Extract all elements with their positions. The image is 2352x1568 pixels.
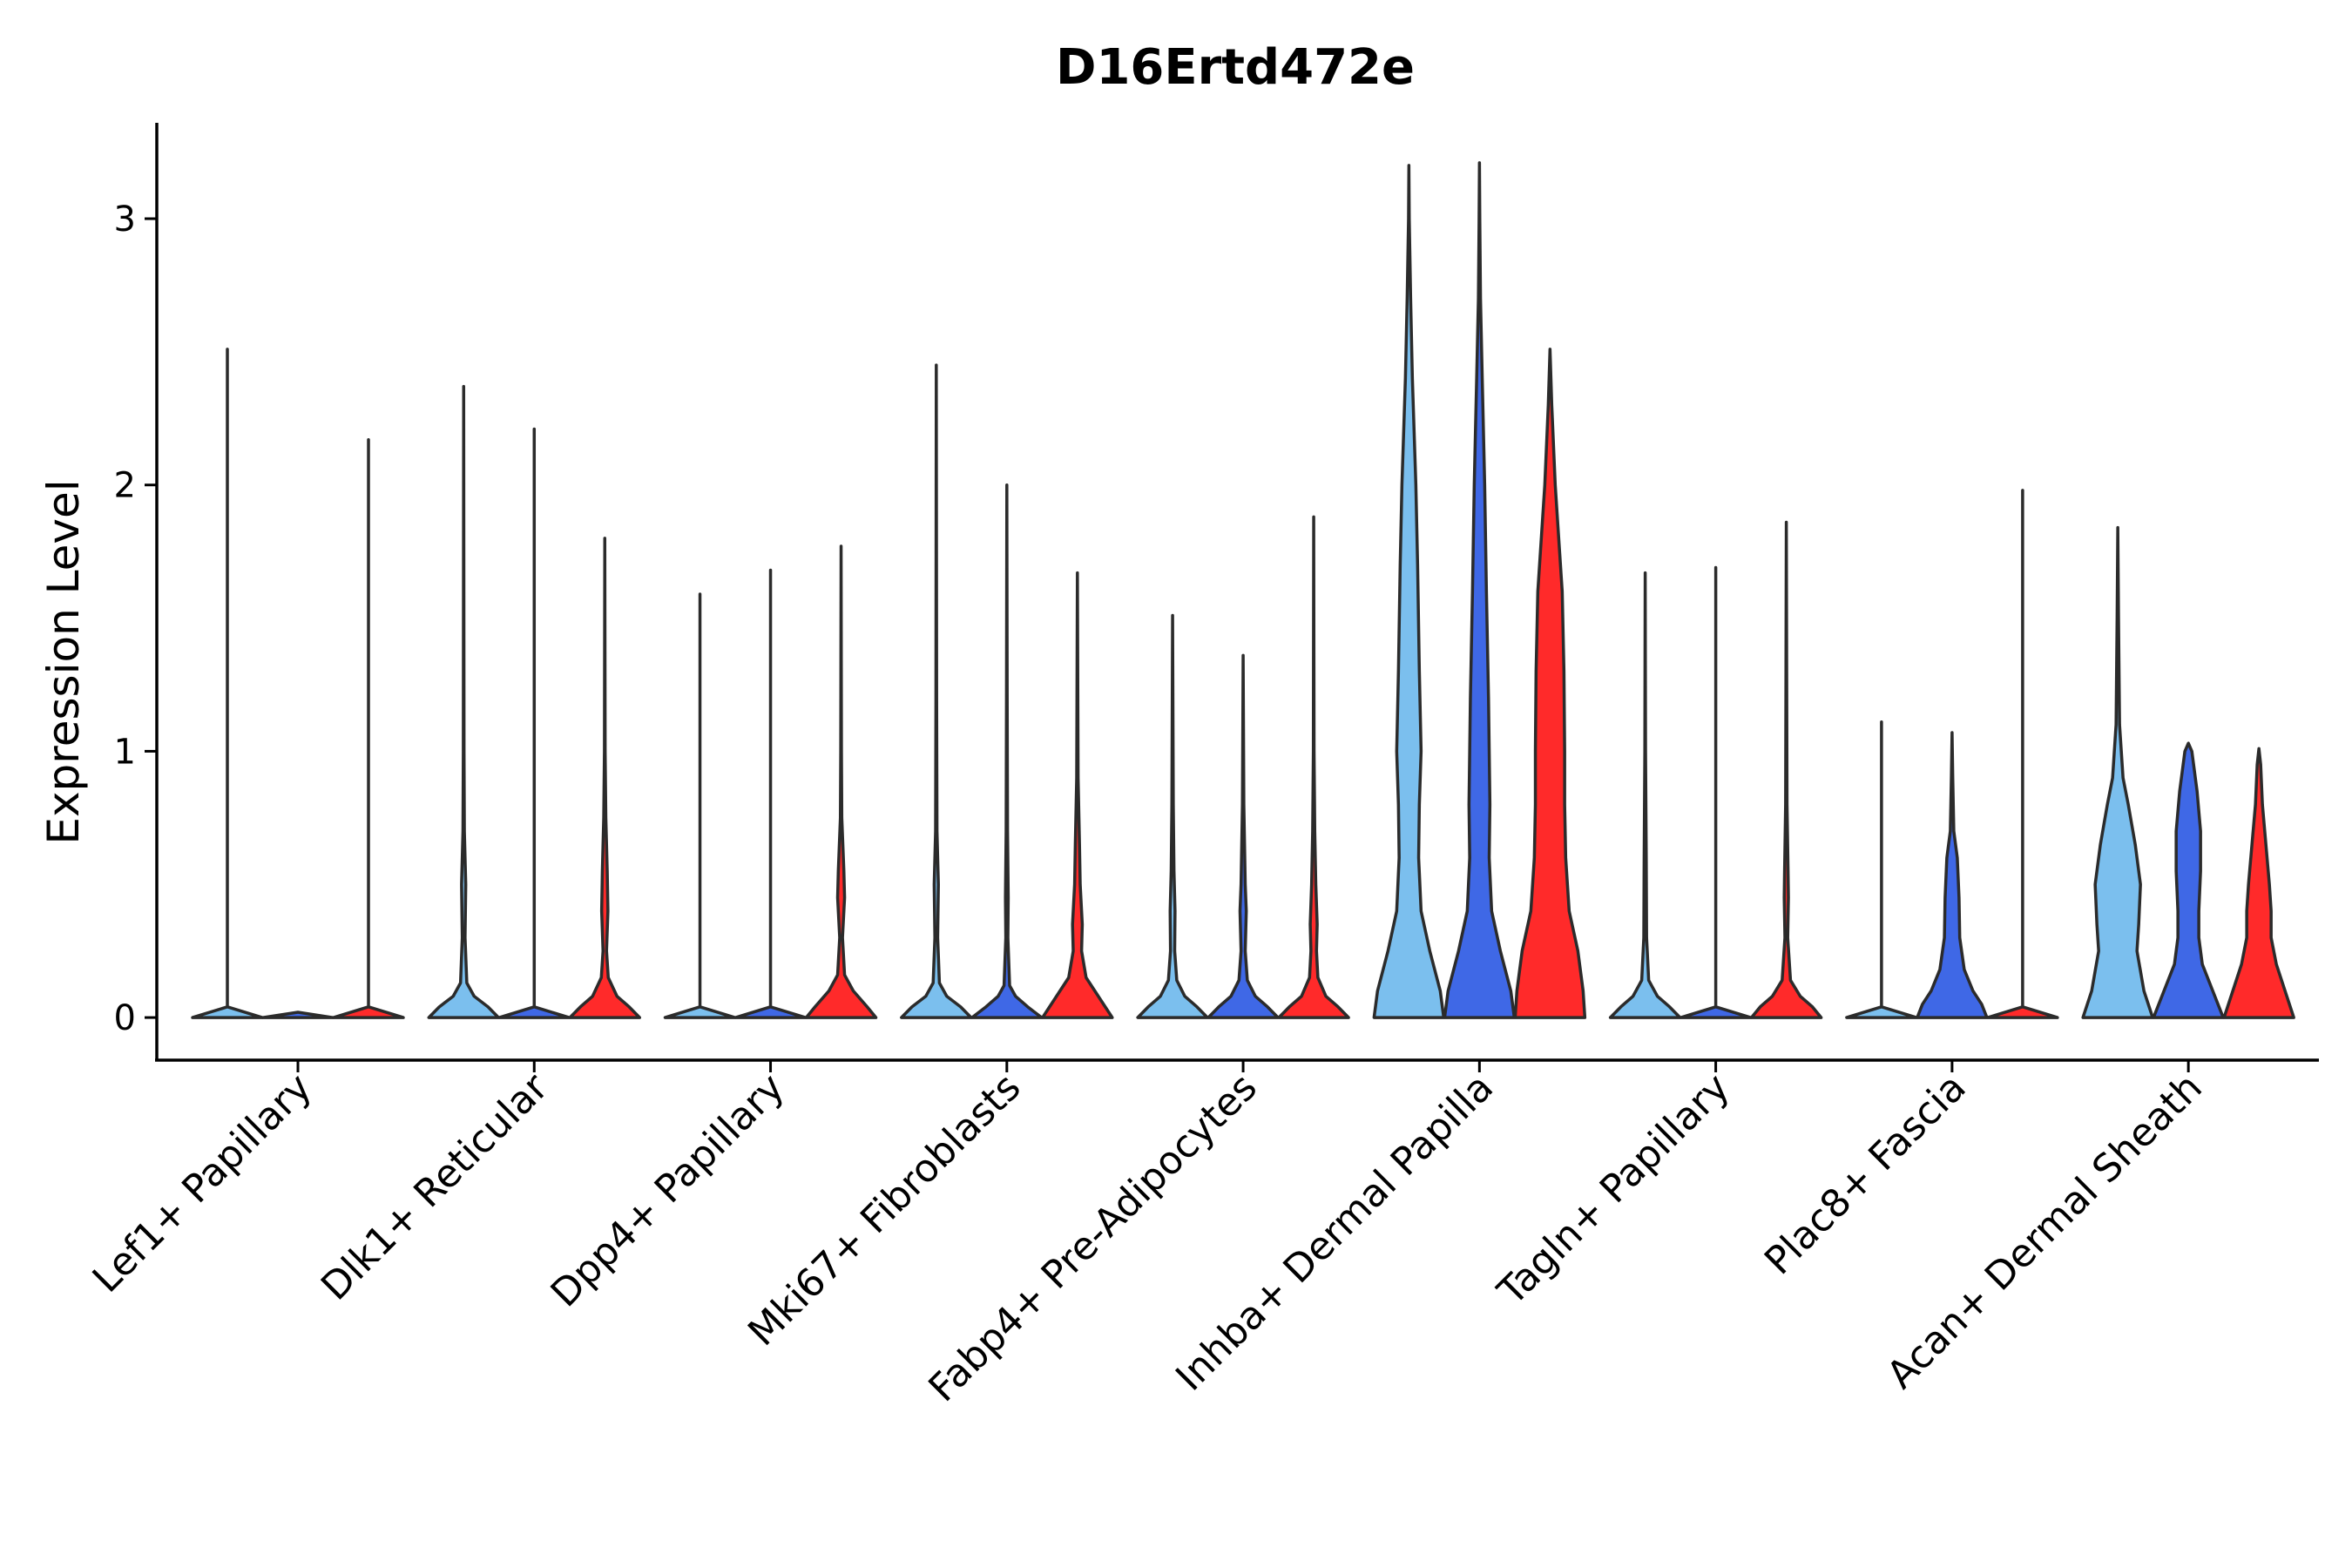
x-tick-label: Plac8+ Fascia <box>1756 1065 1975 1284</box>
violin-fabp4-pre-adipocytes-series-1 <box>1136 613 1209 1019</box>
violin-lef1-papillary-series-3 <box>332 438 405 1019</box>
violin-lef1-papillary-series-1 <box>191 348 264 1019</box>
violin-plac8-fascia-series-1 <box>1845 720 1918 1019</box>
violin-tagln-papillary-series-3 <box>1749 520 1823 1019</box>
y-tick-label: 1 <box>114 732 136 772</box>
violin-mki67-fibroblasts-series-2 <box>970 483 1044 1019</box>
violin-mki67-fibroblasts-series-1 <box>900 363 973 1019</box>
violin-tagln-papillary-series-2 <box>1679 565 1753 1019</box>
chart-title: D16Ertd472e <box>1056 39 1415 96</box>
violin-lef1-papillary-series-2 <box>261 1010 335 1019</box>
violin-fabp4-pre-adipocytes-series-2 <box>1206 653 1280 1019</box>
y-tick-label: 2 <box>114 466 136 506</box>
x-tick-label: Dlk1+ Reticular <box>313 1064 558 1309</box>
violin-acan-dermal-sheath-series-1 <box>2081 525 2154 1019</box>
violin-dlk1-reticular-series-2 <box>497 427 571 1019</box>
y-axis-label: Expression Level <box>38 479 89 844</box>
violins-layer <box>191 161 2295 1019</box>
violin-dpp4-papillary-series-2 <box>733 568 808 1019</box>
violin-plac8-fascia-series-3 <box>1986 489 2059 1019</box>
y-tick-label: 0 <box>114 998 136 1038</box>
violin-dpp4-papillary-series-1 <box>663 592 737 1019</box>
violin-inhba-dermal-papilla-series-3 <box>1513 348 1587 1019</box>
violin-fabp4-pre-adipocytes-series-3 <box>1277 515 1350 1019</box>
violin-acan-dermal-sheath-series-3 <box>2222 747 2295 1019</box>
violin-inhba-dermal-papilla-series-1 <box>1372 164 1446 1019</box>
violin-dpp4-papillary-series-3 <box>804 544 878 1019</box>
x-tick-label: Tagln+ Papillary <box>1489 1065 1738 1315</box>
y-ticks: 0 1 2 3 <box>114 199 157 1038</box>
violin-acan-dermal-sheath-series-2 <box>2152 741 2225 1019</box>
violin-inhba-dermal-papilla-series-2 <box>1443 161 1517 1019</box>
x-tick-label: Lef1+ Papillary <box>84 1065 321 1301</box>
violin-tagln-papillary-series-1 <box>1608 571 1682 1019</box>
violin-plac8-fascia-series-2 <box>1916 731 1989 1019</box>
violin-dlk1-reticular-series-3 <box>568 537 642 1019</box>
y-tick-label: 3 <box>114 199 136 240</box>
x-tick-label: Mki67+ Fibroblasts <box>740 1065 1029 1355</box>
violin-mki67-fibroblasts-series-3 <box>1041 571 1114 1019</box>
violin-dlk1-reticular-series-1 <box>427 384 501 1019</box>
x-tick-label: Dpp4+ Papillary <box>543 1065 794 1316</box>
